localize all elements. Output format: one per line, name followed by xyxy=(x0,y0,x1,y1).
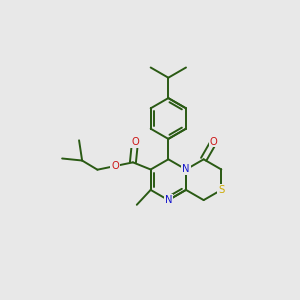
Text: O: O xyxy=(111,161,119,171)
Text: O: O xyxy=(210,136,218,147)
Text: N: N xyxy=(165,195,172,205)
Text: S: S xyxy=(218,185,224,195)
Text: O: O xyxy=(131,137,139,147)
Text: N: N xyxy=(182,164,190,175)
